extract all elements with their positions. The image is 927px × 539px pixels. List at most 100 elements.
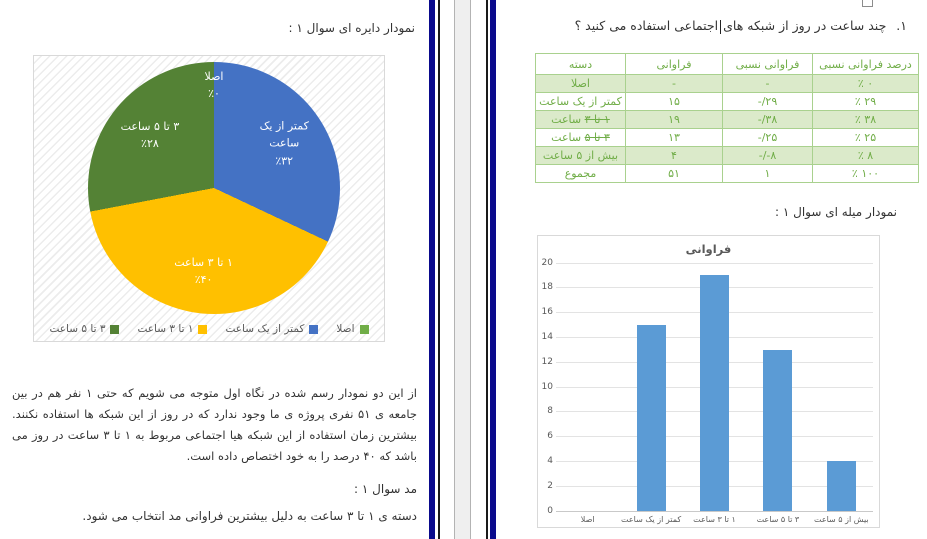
- y-axis-tick: 18: [541, 282, 553, 293]
- mode-text: دسته ی ۱ تا ۳ ساعت به دلیل بیشترین فراوا…: [82, 509, 417, 523]
- bar-chart-object[interactable]: فراوانی 0 2 4 6 8 10 12 14 16 18 20 اصلا کمتر از یک…: [537, 235, 880, 528]
- pie-legend: اصلا کمتر از یک ساعت ۱ تا ۳ ساعت ۳ تا ۵ ساع…: [34, 323, 384, 335]
- table-cell-category: بیش از ۵ ساعت: [535, 146, 626, 165]
- x-axis-label: اصلا: [580, 515, 595, 524]
- y-axis-tick: 20: [541, 257, 553, 268]
- table-cell-percent: ٪ ۲۹: [812, 92, 919, 111]
- table-cell-percent: ٪ ۳۸: [812, 110, 919, 129]
- page-right: ۱. چند ساعت در روز از شبکه های اجتماعی اس…: [496, 0, 927, 539]
- pie-label-line: اصلا: [204, 69, 224, 83]
- legend-swatch: [110, 324, 120, 334]
- table-cell-percent: ٪ ۸: [812, 146, 919, 165]
- table-header-cell: فراوانی نسبی: [722, 53, 813, 75]
- table-cell-relative-frequency: -: [722, 74, 813, 93]
- pie-label-line: کمتر از یک: [259, 119, 309, 133]
- bar: [636, 325, 666, 511]
- analysis-block: از این دو نمودار رسم شده در نگاه اول متو…: [12, 383, 417, 523]
- pie-slice-label: ۱ تا ۳ ساعت ٪۴۰: [174, 253, 233, 287]
- table-cell-category: ۱ تا ۳ ساعت: [535, 110, 626, 129]
- y-axis-tick: 10: [541, 381, 553, 392]
- text-cursor: [720, 19, 722, 34]
- bar: [700, 275, 729, 511]
- pie-chart: [88, 62, 340, 314]
- legend-label: ۱ تا ۳ ساعت: [137, 323, 194, 335]
- table-cell-frequency: ۱۹: [625, 110, 723, 129]
- bar-plot-area: [556, 262, 873, 512]
- pie-slice-label: کمتر از یک ساعت ٪۳۲: [260, 118, 309, 169]
- table-cell-percent: ٪ ۰: [812, 74, 919, 93]
- pie-slice-label: اصلا ٪۰: [205, 68, 224, 102]
- table-cell-category: مجموع: [535, 164, 626, 183]
- mode-title: مد سوال ۱ :: [354, 482, 417, 496]
- right-page-border-navy: [490, 0, 496, 539]
- table-cell-frequency: ۱۳: [625, 128, 723, 147]
- pie-label-line: ساعت: [269, 136, 300, 150]
- pie-label-line: ٪۰: [208, 86, 220, 100]
- table-cell-category: کمتر از یک ساعت: [535, 92, 626, 111]
- table-row: مجموع ۵۱ ۱ ٪ ۱۰۰: [535, 164, 919, 183]
- pie-section-title: نمودار دایره ای سوال ۱ :: [288, 21, 415, 35]
- left-page-border-thin: [438, 0, 440, 539]
- y-axis-tick: 16: [541, 307, 553, 318]
- bar: [763, 349, 793, 511]
- legend-entry: کمتر از یک ساعت: [225, 323, 319, 335]
- pie-label-line: ٪۲۸: [141, 136, 159, 150]
- table-cell-frequency: -: [625, 74, 723, 93]
- table-cell-relative-frequency: -/۳۸: [722, 110, 813, 129]
- pie-label-line: ٪۳۲: [275, 153, 294, 167]
- table-header-cell: فراوانی: [625, 53, 723, 75]
- pie-label-line: ۳ تا ۵ ساعت: [120, 119, 180, 133]
- question-text-part1: چند ساعت در روز از شبکه های: [723, 18, 887, 33]
- table-cell-frequency: ۱۵: [625, 92, 723, 111]
- table-cell-frequency: ۵۱: [625, 164, 723, 183]
- table-cell-relative-frequency: -/۲۵: [722, 128, 813, 147]
- legend-swatch: [198, 324, 208, 334]
- x-axis-label: بیش از ۵ ساعت: [813, 515, 869, 524]
- legend-label: ۳ تا ۵ ساعت: [49, 323, 106, 335]
- pie-label-line: ۱ تا ۳ ساعت: [174, 255, 233, 269]
- question-text: چند ساعت در روز از شبکه های اجتماعی استفا…: [574, 18, 887, 34]
- table-cell-frequency: ۴: [625, 146, 723, 165]
- analysis-paragraph: از این دو نمودار رسم شده در نگاه اول متو…: [12, 386, 417, 463]
- question-text-part2: اجتماعی استفاده می کنید ؟: [574, 18, 719, 33]
- question-number: ۱.: [896, 18, 907, 34]
- table-cell-category: ۳ تا ۵ ساعت: [535, 128, 626, 147]
- table-row: اصلا - - ٪ ۰: [535, 74, 919, 93]
- pie-chart-object[interactable]: اصلا ٪۰ کمتر از یک ساعت ٪۳۲ ۱ تا ۳ ساعت ٪۴۰ ۳ ت…: [33, 55, 385, 342]
- pie-label-line: ٪۴۰: [194, 272, 213, 286]
- table-row: بیش از ۵ ساعت ۴ -/-۸ ٪ ۸: [535, 146, 919, 165]
- table-row: ۱ تا ۳ ساعت ۱۹ -/۳۸ ٪ ۳۸: [535, 110, 919, 129]
- right-page-border-thin: [486, 0, 488, 539]
- x-axis-label: ۳ تا ۵ ساعت: [756, 515, 800, 524]
- strikethrough-text: ۳ تا ۵: [584, 131, 610, 144]
- legend-entry: ۳ تا ۵ ساعت: [49, 323, 120, 335]
- question-line: ۱. چند ساعت در روز از شبکه های اجتماعی اس…: [575, 18, 907, 34]
- table-cell-category: اصلا: [535, 74, 626, 93]
- y-axis-tick: 4: [547, 455, 553, 466]
- bar: [826, 461, 856, 511]
- table-header-row: دسته فراوانی فراوانی نسبی درصد فراوانی نسبی: [535, 53, 919, 75]
- table-cell-percent: ٪ ۲۵: [812, 128, 919, 147]
- table-row: ۳ تا ۵ ساعت ۱۳ -/۲۵ ٪ ۲۵: [535, 128, 919, 147]
- table-cell-relative-frequency: -/۲۹: [722, 92, 813, 111]
- legend-entry: اصلا: [336, 323, 369, 335]
- x-axis-label: ۱ تا ۳ ساعت: [693, 515, 736, 524]
- object-anchor-icon: [862, 0, 873, 7]
- bar-section-title: نمودار میله ای سوال ۱ :: [774, 205, 897, 219]
- table-header-cell: دسته: [535, 53, 626, 75]
- legend-swatch: [309, 324, 319, 334]
- pie-slice-label: ۳ تا ۵ ساعت ٪۲۸: [121, 118, 180, 152]
- left-page-border-navy: [429, 0, 435, 539]
- gridline: [556, 510, 873, 512]
- y-axis-tick: 6: [547, 431, 553, 442]
- legend-entry: ۱ تا ۳ ساعت: [137, 323, 208, 335]
- table-header-cell: درصد فراوانی نسبی: [812, 53, 919, 75]
- bar-chart-title: فراوانی: [685, 242, 732, 256]
- table-row: کمتر از یک ساعت ۱۵ -/۲۹ ٪ ۲۹: [535, 92, 919, 111]
- frequency-table[interactable]: دسته فراوانی فراوانی نسبی درصد فراوانی نسبی…: [535, 53, 919, 183]
- y-axis-tick: 2: [547, 480, 553, 491]
- table-cell-percent: ٪ ۱۰۰: [812, 164, 919, 183]
- gridline: [556, 262, 873, 264]
- page-gap-strip: [454, 0, 471, 539]
